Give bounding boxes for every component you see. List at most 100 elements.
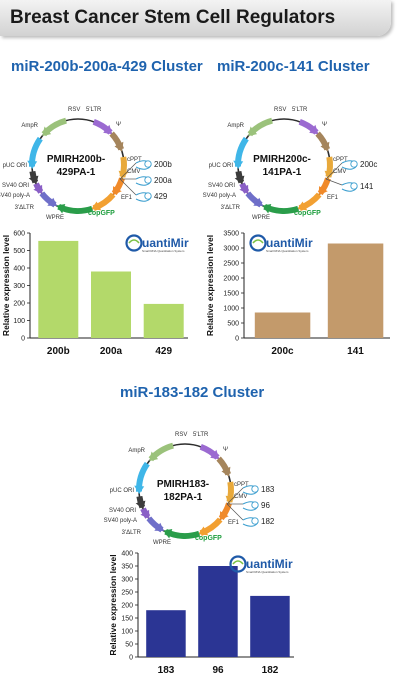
mirna-label-200a: 200a	[154, 176, 172, 185]
y-tick-label: 1500	[223, 291, 239, 298]
ef1-label: EF1	[228, 520, 240, 526]
wpre-segment-arrow	[154, 522, 165, 531]
sv40-segment-arrow	[28, 175, 39, 185]
cppt-label: cPPT	[333, 157, 348, 163]
logo-tagline: Small RNA Quantitation System	[142, 249, 185, 253]
mirna-label-200c: 200c	[360, 160, 377, 169]
bar-chart-2: 0 500 1000 1500 2000 2500 3000 3500 Relative exp…	[205, 231, 390, 357]
bar-200b	[38, 240, 79, 338]
y-tick-label: 100	[13, 318, 25, 325]
ef1-segment-arrow	[91, 201, 102, 211]
puc-segment-arrow	[233, 160, 244, 169]
x-tick-label-429: 429	[155, 346, 172, 357]
hairpin-connector	[119, 178, 137, 196]
y-axis-label: Relative expression level	[205, 235, 215, 336]
cmv-segment-arrow	[219, 511, 229, 521]
page-title: Breast Cancer Stem Cell Regulators	[10, 7, 336, 28]
ltr3-label: 3'ΔLTR	[221, 205, 241, 211]
puc-segment-arrow	[134, 485, 145, 494]
bar-429	[143, 303, 184, 338]
y-tick-label: 300	[121, 577, 133, 584]
hairpin-loop	[144, 160, 152, 168]
logo-name: uantiMir	[266, 236, 313, 250]
plasmid-name-line1: PMIRH183-	[157, 479, 209, 490]
wpre-label: WPRE	[46, 215, 64, 221]
hairpin-connector	[325, 178, 343, 186]
copgfp-label: copGFP	[195, 535, 222, 542]
plasmid-name-line2: 429PA-1	[57, 167, 96, 178]
x-tick-label-182: 182	[262, 665, 279, 675]
ampr-label: AmpR	[128, 448, 145, 454]
y-tick-label: 3000	[223, 246, 239, 253]
hairpin-loop	[350, 160, 358, 168]
hairpin-loop	[251, 501, 259, 509]
hairpin-loop	[251, 517, 259, 525]
y-tick-label: 200	[13, 301, 25, 308]
ltr3-label: 3'ΔLTR	[15, 205, 35, 211]
y-tick-label: 350	[121, 564, 133, 571]
logo-q-mark	[229, 555, 247, 573]
hairpin-connector	[119, 162, 137, 180]
x-tick-label-183: 183	[158, 665, 175, 675]
cluster-title-2: miR-200c-141 Cluster	[217, 58, 370, 75]
ef1-segment-arrow	[198, 526, 209, 536]
ef1-label: EF1	[327, 195, 339, 201]
ltr5-label: 5'LTR	[193, 432, 209, 438]
logo-q-mark	[125, 234, 143, 252]
cmv-label: CMV	[333, 169, 346, 175]
mirna-label-141: 141	[360, 182, 374, 191]
y-tick-label: 0	[21, 336, 25, 343]
logo-swoosh	[232, 560, 244, 565]
mirna-label-200b: 200b	[154, 160, 172, 169]
copgfp-label: copGFP	[88, 210, 115, 217]
hairpin-loop	[144, 192, 152, 200]
bar-183	[146, 610, 186, 657]
plasmid-name-line2: 182PA-1	[164, 492, 203, 503]
ef1-segment-arrow	[297, 201, 308, 211]
ltr5-label: 5'LTR	[292, 107, 308, 113]
sv40ori-label: SV40 ORI	[2, 183, 29, 189]
bar-200a	[91, 271, 131, 338]
ampr-segment-arrow	[42, 126, 52, 137]
y-tick-label: 150	[121, 616, 133, 623]
psi-label: Ψ	[322, 122, 327, 128]
rsv-label: RSV	[68, 107, 80, 113]
ampr-segment-arrow	[149, 451, 159, 462]
y-tick-label: 300	[13, 283, 25, 290]
ltr5-label: 5'LTR	[86, 107, 102, 113]
y-axis-label: Relative expression level	[108, 554, 118, 655]
cluster-title-3: miR-183-182 Cluster	[120, 384, 265, 401]
ltr3-segment-arrow	[33, 184, 43, 194]
sv40polya-label: SV40 poly-A	[104, 518, 137, 524]
cluster-title-1: miR-200b-200a-429 Cluster	[11, 58, 203, 75]
y-tick-label: 50	[125, 642, 133, 649]
logo-name: uantiMir	[142, 236, 189, 250]
plasmid-name-line1: PMIRH200c-	[253, 154, 311, 165]
x-tick-label-200a: 200a	[100, 346, 123, 357]
logo-q-mark	[249, 234, 267, 252]
wpre-label: WPRE	[153, 540, 171, 546]
ltr3-label: 3'ΔLTR	[122, 530, 142, 536]
bar-200c	[254, 312, 311, 338]
ltr3-segment-arrow	[239, 184, 249, 194]
header-banner: Breast Cancer Stem Cell Regulators	[0, 0, 391, 36]
cmv-segment-arrow	[112, 186, 122, 196]
y-tick-label: 500	[227, 321, 239, 328]
logo-tagline: Small RNA Quantitation System	[266, 249, 309, 253]
copgfp-label: copGFP	[294, 210, 321, 217]
rsv-segment-arrow	[210, 449, 220, 460]
mirna-label-182: 182	[261, 517, 275, 526]
y-tick-label: 2000	[223, 276, 239, 283]
y-tick-label: 0	[235, 336, 239, 343]
ltr5-segment-arrow	[221, 466, 231, 477]
hairpin-connector	[226, 487, 244, 505]
mirna-label-96: 96	[261, 501, 270, 510]
puc-label: pUC ORI	[110, 488, 135, 494]
ltr5-segment-arrow	[320, 141, 330, 152]
ef1-label: EF1	[121, 195, 133, 201]
sv40ori-label: SV40 ORI	[109, 508, 136, 514]
